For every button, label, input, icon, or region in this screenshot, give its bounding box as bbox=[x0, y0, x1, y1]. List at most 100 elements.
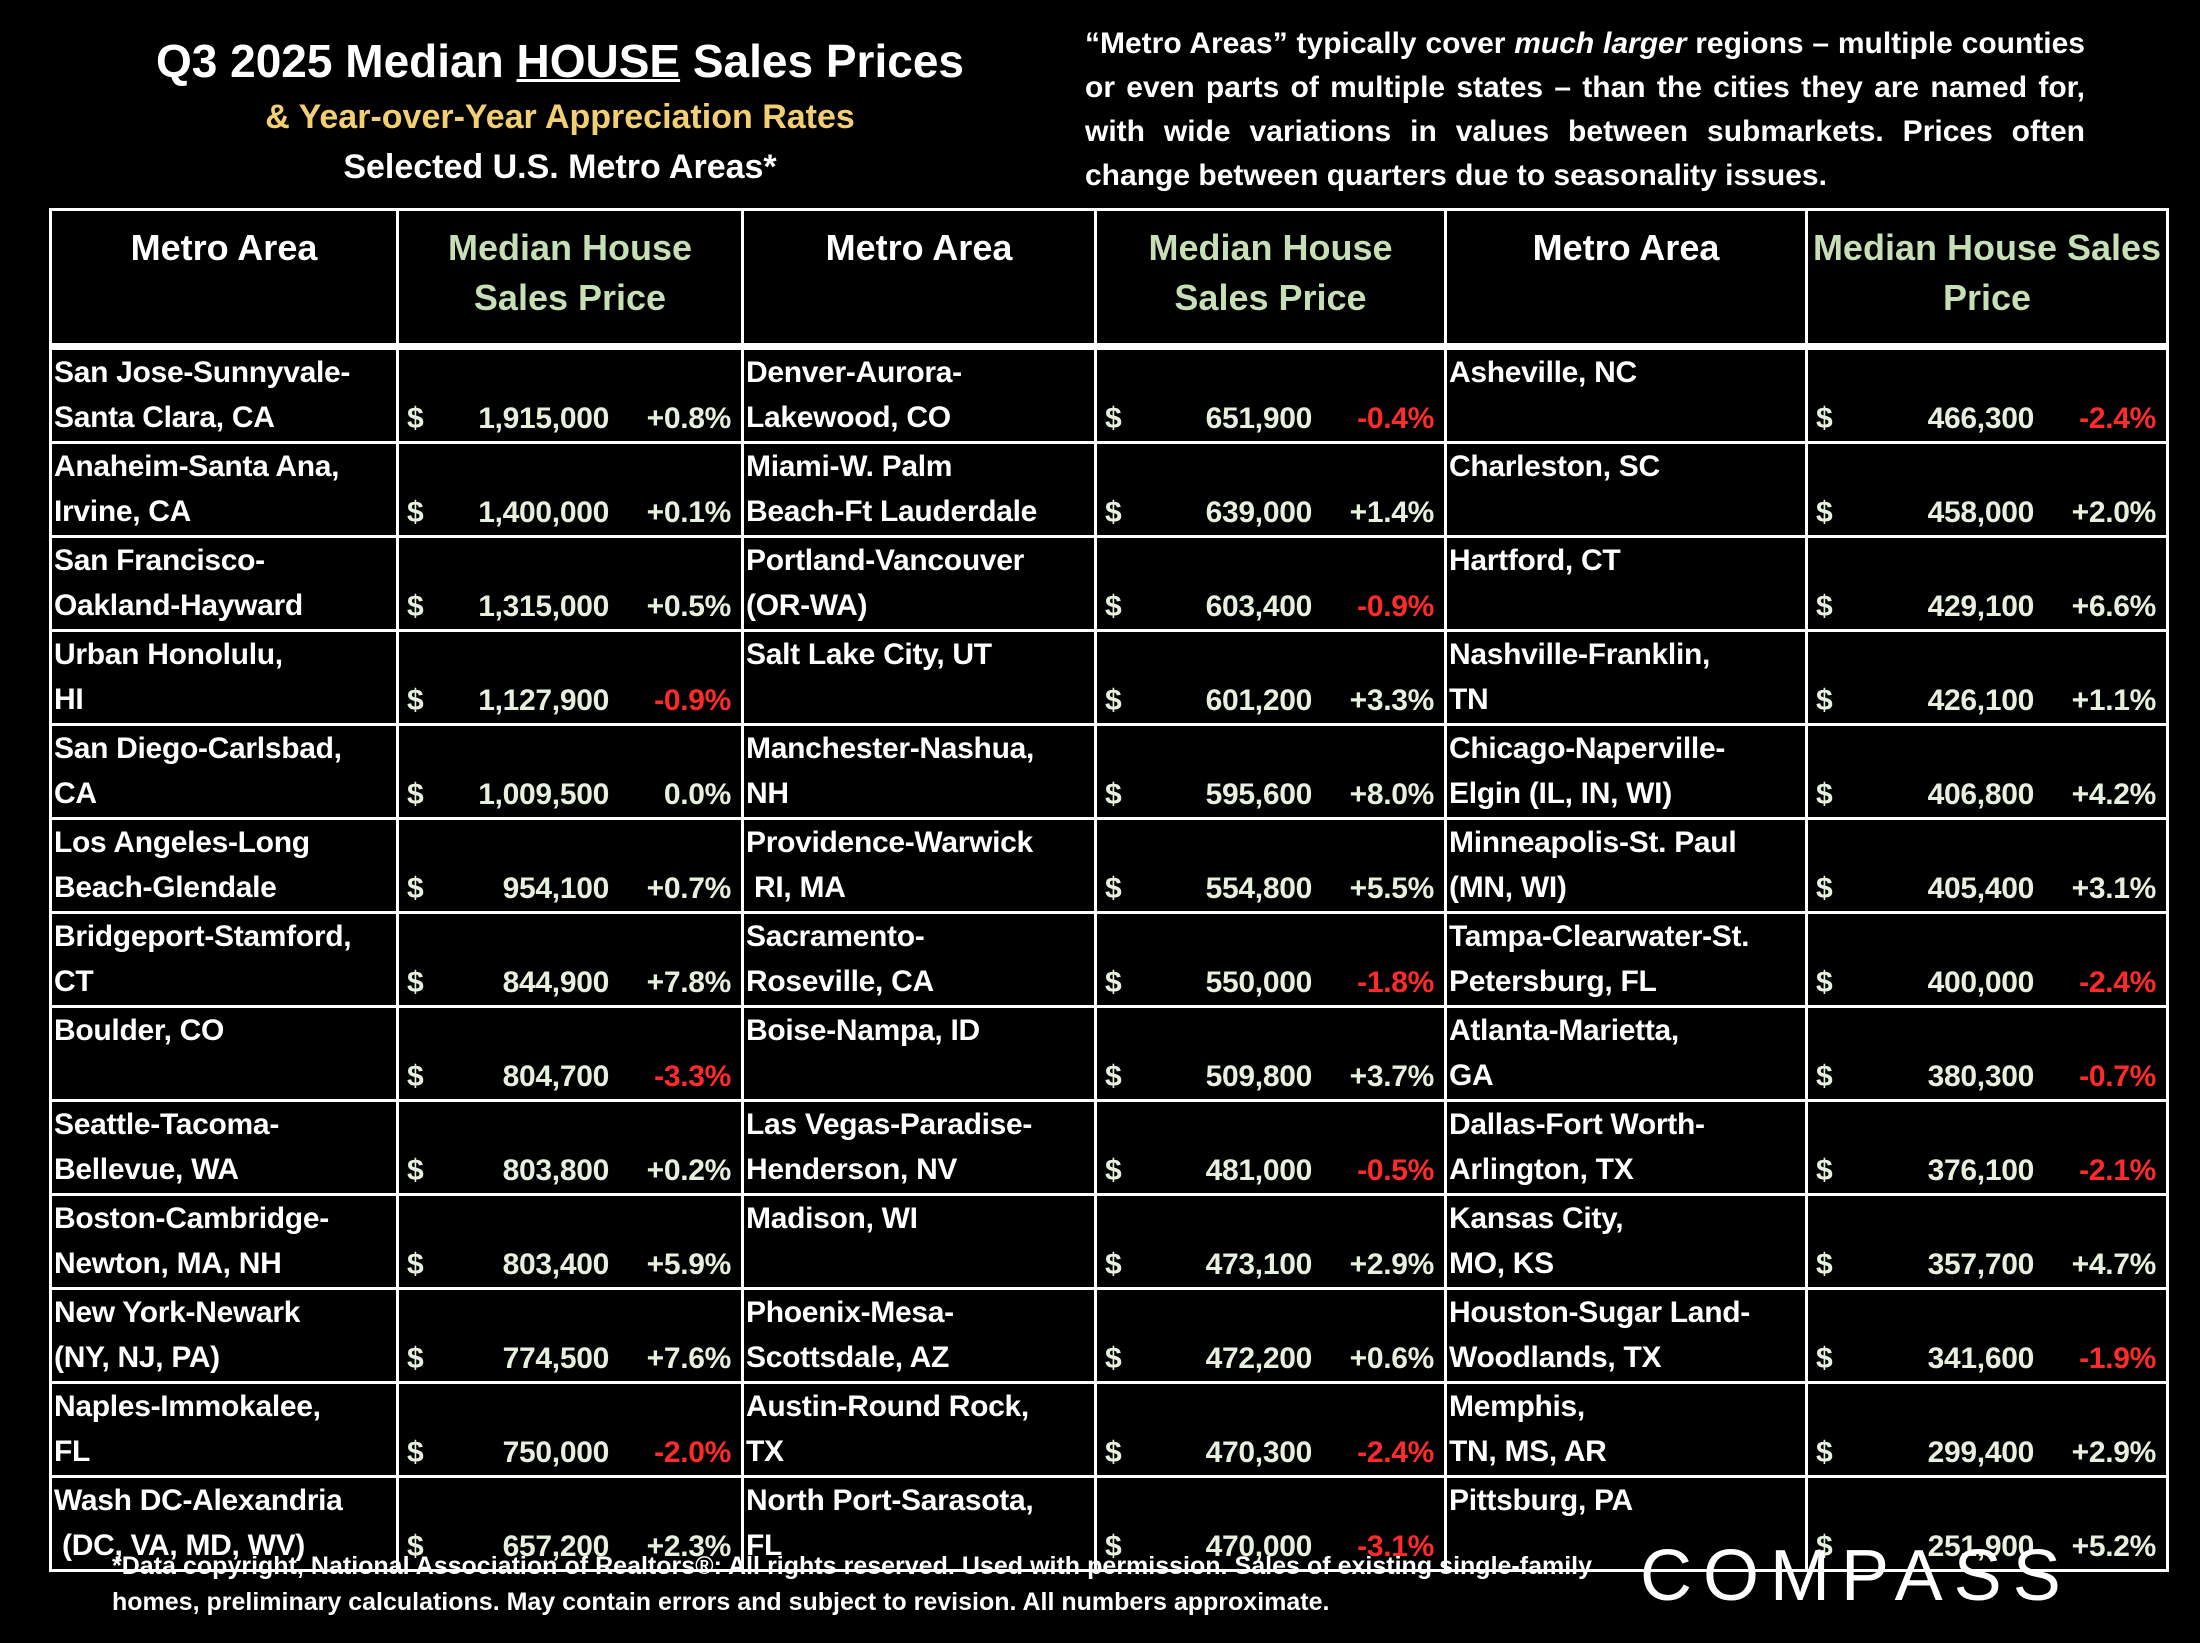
currency: $ bbox=[407, 1060, 424, 1093]
metro-cell: Portland-Vancouver (OR-WA) bbox=[741, 535, 1097, 632]
currency: $ bbox=[1105, 966, 1122, 999]
price-wrap: $550,000 -1.8% bbox=[1097, 914, 1444, 1005]
price: 458,000 bbox=[1927, 496, 2035, 529]
price-wrap: $1,009,500 0.0% bbox=[399, 726, 741, 817]
change: +0.7% bbox=[646, 872, 732, 905]
price-cell: $473,100 +2.9% bbox=[1094, 1193, 1447, 1290]
currency: $ bbox=[1105, 1154, 1122, 1187]
price-cell: $803,400 +5.9% bbox=[396, 1193, 744, 1290]
metro-cell: Naples-Immokalee, FL bbox=[49, 1381, 399, 1478]
currency: $ bbox=[1105, 1248, 1122, 1281]
currency: $ bbox=[1816, 1248, 1833, 1281]
note-text: regions – multiple counties or even part… bbox=[1085, 27, 2085, 192]
currency: $ bbox=[1105, 872, 1122, 905]
footnote: *Data copyright, National Association of… bbox=[112, 1552, 1592, 1616]
price-wrap: $251,900 +5.2% bbox=[1808, 1478, 2166, 1569]
price-wrap: $954,100 +0.7% bbox=[399, 820, 741, 911]
price: 1,009,500 bbox=[478, 778, 609, 811]
currency: $ bbox=[1816, 402, 1833, 435]
price-cell: $1,400,000 +0.1% bbox=[396, 441, 744, 538]
price-cell: $470,000 -3.1% bbox=[1094, 1475, 1447, 1572]
price: 466,300 bbox=[1927, 402, 2035, 435]
price-wrap: $481,000 -0.5% bbox=[1097, 1102, 1444, 1193]
metro-cell: San Diego-Carlsbad, CA bbox=[49, 723, 399, 820]
column-header: Median House Sales Price bbox=[396, 208, 744, 350]
currency: $ bbox=[1816, 590, 1833, 623]
change: -0.4% bbox=[1357, 402, 1434, 435]
price-wrap: $299,400 +2.9% bbox=[1808, 1384, 2166, 1475]
price-cell: $470,300 -2.4% bbox=[1094, 1381, 1447, 1478]
table-row: Boston-Cambridge- Newton, MA, NH $803,400… bbox=[49, 1193, 2169, 1290]
price: 1,315,000 bbox=[478, 590, 609, 623]
price-cell: $603,400 -0.9% bbox=[1094, 535, 1447, 632]
change: +2.3% bbox=[646, 1530, 732, 1563]
price-wrap: $1,400,000 +0.1% bbox=[399, 444, 741, 535]
price-wrap: $651,900 -0.4% bbox=[1097, 350, 1444, 441]
price-wrap: $400,000 -2.4% bbox=[1808, 914, 2166, 1005]
change: -2.4% bbox=[1357, 1436, 1434, 1469]
price: 341,600 bbox=[1927, 1342, 2035, 1375]
price: 405,400 bbox=[1927, 872, 2035, 905]
price-cell: $376,100 -2.1% bbox=[1805, 1099, 2169, 1196]
table-row: San Diego-Carlsbad, CA $1,009,500 0.0% Manc… bbox=[49, 723, 2169, 820]
change: -2.1% bbox=[2079, 1154, 2156, 1187]
price: 380,300 bbox=[1927, 1060, 2035, 1093]
price-cell: $466,300 -2.4% bbox=[1805, 345, 2169, 444]
metro-cell: Austin-Round Rock, TX bbox=[741, 1381, 1097, 1478]
table-row: Bridgeport-Stamford, CT $844,900 +7.8% Sacr… bbox=[49, 911, 2169, 1008]
price-cell: $774,500 +7.6% bbox=[396, 1287, 744, 1384]
price-wrap: $595,600 +8.0% bbox=[1097, 726, 1444, 817]
change: +7.8% bbox=[646, 966, 732, 999]
metro-cell: Atlanta-Marietta, GA bbox=[1444, 1005, 1808, 1102]
price-wrap: $406,800 +4.2% bbox=[1808, 726, 2166, 817]
price-wrap: $844,900 +7.8% bbox=[399, 914, 741, 1005]
price-wrap: $1,315,000 +0.5% bbox=[399, 538, 741, 629]
price-wrap: $1,127,900 -0.9% bbox=[399, 632, 741, 723]
change: +1.1% bbox=[2071, 684, 2157, 717]
metro-cell: San Jose-Sunnyvale- Santa Clara, CA bbox=[49, 345, 399, 444]
currency: $ bbox=[1816, 1060, 1833, 1093]
price-cell: $472,200 +0.6% bbox=[1094, 1287, 1447, 1384]
price-cell: $299,400 +2.9% bbox=[1805, 1381, 2169, 1478]
price-wrap: $470,000 -3.1% bbox=[1097, 1478, 1444, 1569]
currency: $ bbox=[1816, 872, 1833, 905]
change: +4.2% bbox=[2071, 778, 2157, 811]
price-wrap: $639,000 +1.4% bbox=[1097, 444, 1444, 535]
metro-cell: Miami-W. Palm Beach-Ft Lauderdale bbox=[741, 441, 1097, 538]
price-cell: $550,000 -1.8% bbox=[1094, 911, 1447, 1008]
note: “Metro Areas” typically cover much large… bbox=[1085, 22, 2085, 198]
price: 429,100 bbox=[1927, 590, 2035, 623]
currency: $ bbox=[1105, 1436, 1122, 1469]
metro-cell: Providence-Warwick RI, MA bbox=[741, 817, 1097, 914]
change: -2.4% bbox=[2079, 966, 2156, 999]
metro-cell: North Port-Sarasota, FL bbox=[741, 1475, 1097, 1572]
metro-cell: Dallas-Fort Worth- Arlington, TX bbox=[1444, 1099, 1808, 1196]
metro-cell: Salt Lake City, UT bbox=[741, 629, 1097, 726]
price-cell: $554,800 +5.5% bbox=[1094, 817, 1447, 914]
change: +0.8% bbox=[646, 402, 732, 435]
currency: $ bbox=[407, 402, 424, 435]
column-header: Median House Sales Price bbox=[1805, 208, 2169, 350]
price-cell: $1,315,000 +0.5% bbox=[396, 535, 744, 632]
price-wrap: $473,100 +2.9% bbox=[1097, 1196, 1444, 1287]
table-row: Seattle-Tacoma- Bellevue, WA $803,800 +0.2… bbox=[49, 1099, 2169, 1196]
price-cell: $954,100 +0.7% bbox=[396, 817, 744, 914]
price-wrap: $341,600 -1.9% bbox=[1808, 1290, 2166, 1381]
currency: $ bbox=[407, 590, 424, 623]
currency: $ bbox=[1816, 684, 1833, 717]
price-cell: $426,100 +1.1% bbox=[1805, 629, 2169, 726]
price-cell: $406,800 +4.2% bbox=[1805, 723, 2169, 820]
metro-cell: San Francisco- Oakland-Hayward bbox=[49, 535, 399, 632]
change: -1.8% bbox=[1357, 966, 1434, 999]
price-cell: $458,000 +2.0% bbox=[1805, 441, 2169, 538]
currency: $ bbox=[407, 966, 424, 999]
subtitle: & Year-over-Year Appreciation Rates bbox=[265, 98, 855, 136]
price-cell: $380,300 -0.7% bbox=[1805, 1005, 2169, 1102]
metro-cell: Phoenix-Mesa- Scottsdale, AZ bbox=[741, 1287, 1097, 1384]
title-emphasis: HOUSE bbox=[516, 35, 681, 87]
metro-cell: Nashville-Franklin, TN bbox=[1444, 629, 1808, 726]
price: 376,100 bbox=[1927, 1154, 2035, 1187]
price: 657,200 bbox=[502, 1530, 610, 1563]
currency: $ bbox=[1816, 966, 1833, 999]
